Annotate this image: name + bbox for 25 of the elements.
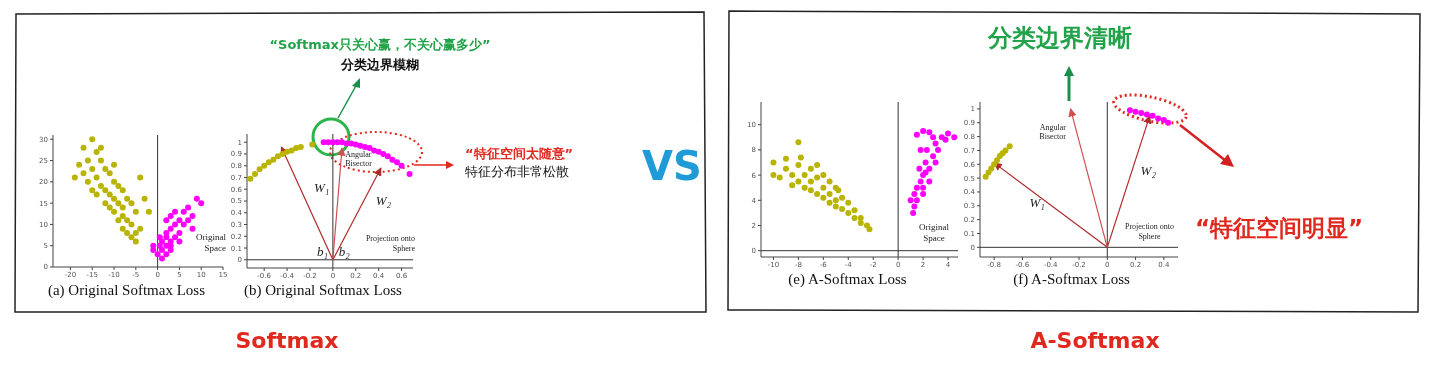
annotation: Original Space <box>919 222 949 243</box>
text: (b) Original Softmax Loss <box>244 282 402 298</box>
text: VS <box>642 143 702 189</box>
text: Softmax <box>235 328 339 353</box>
text: (e) A-Softmax Loss <box>788 271 907 287</box>
annotation: Projection onto Sphere <box>1124 222 1175 241</box>
series-label: W₂ <box>375 192 392 208</box>
series-label: Angular Bisector <box>345 150 373 169</box>
annotation: b₁ <box>317 244 329 260</box>
series-label: Angular Bisector <box>1039 122 1067 141</box>
series-label: W₂ <box>1140 163 1157 178</box>
text: “特征空间太随意” <box>465 146 574 161</box>
annotation: Projection onto Sphere <box>365 234 415 253</box>
series-label: W₁ <box>1029 194 1045 210</box>
text: (f) A-Softmax Loss <box>1013 271 1130 287</box>
text: “Softmax只关心赢，不关心赢多少” <box>269 37 491 52</box>
series-label: W₁ <box>313 180 330 196</box>
text: 分类边界模糊 <box>341 57 419 72</box>
text: (a) Original Softmax Loss <box>47 282 206 298</box>
text: A-Softmax <box>1030 328 1160 353</box>
text: “特征空间明显” <box>1195 215 1364 241</box>
text: 特征分布非常松散 <box>465 164 569 179</box>
annotation: b₂ <box>338 244 351 260</box>
text: 分类边界清晰 <box>988 24 1132 52</box>
annotation: Original Space <box>196 232 226 253</box>
